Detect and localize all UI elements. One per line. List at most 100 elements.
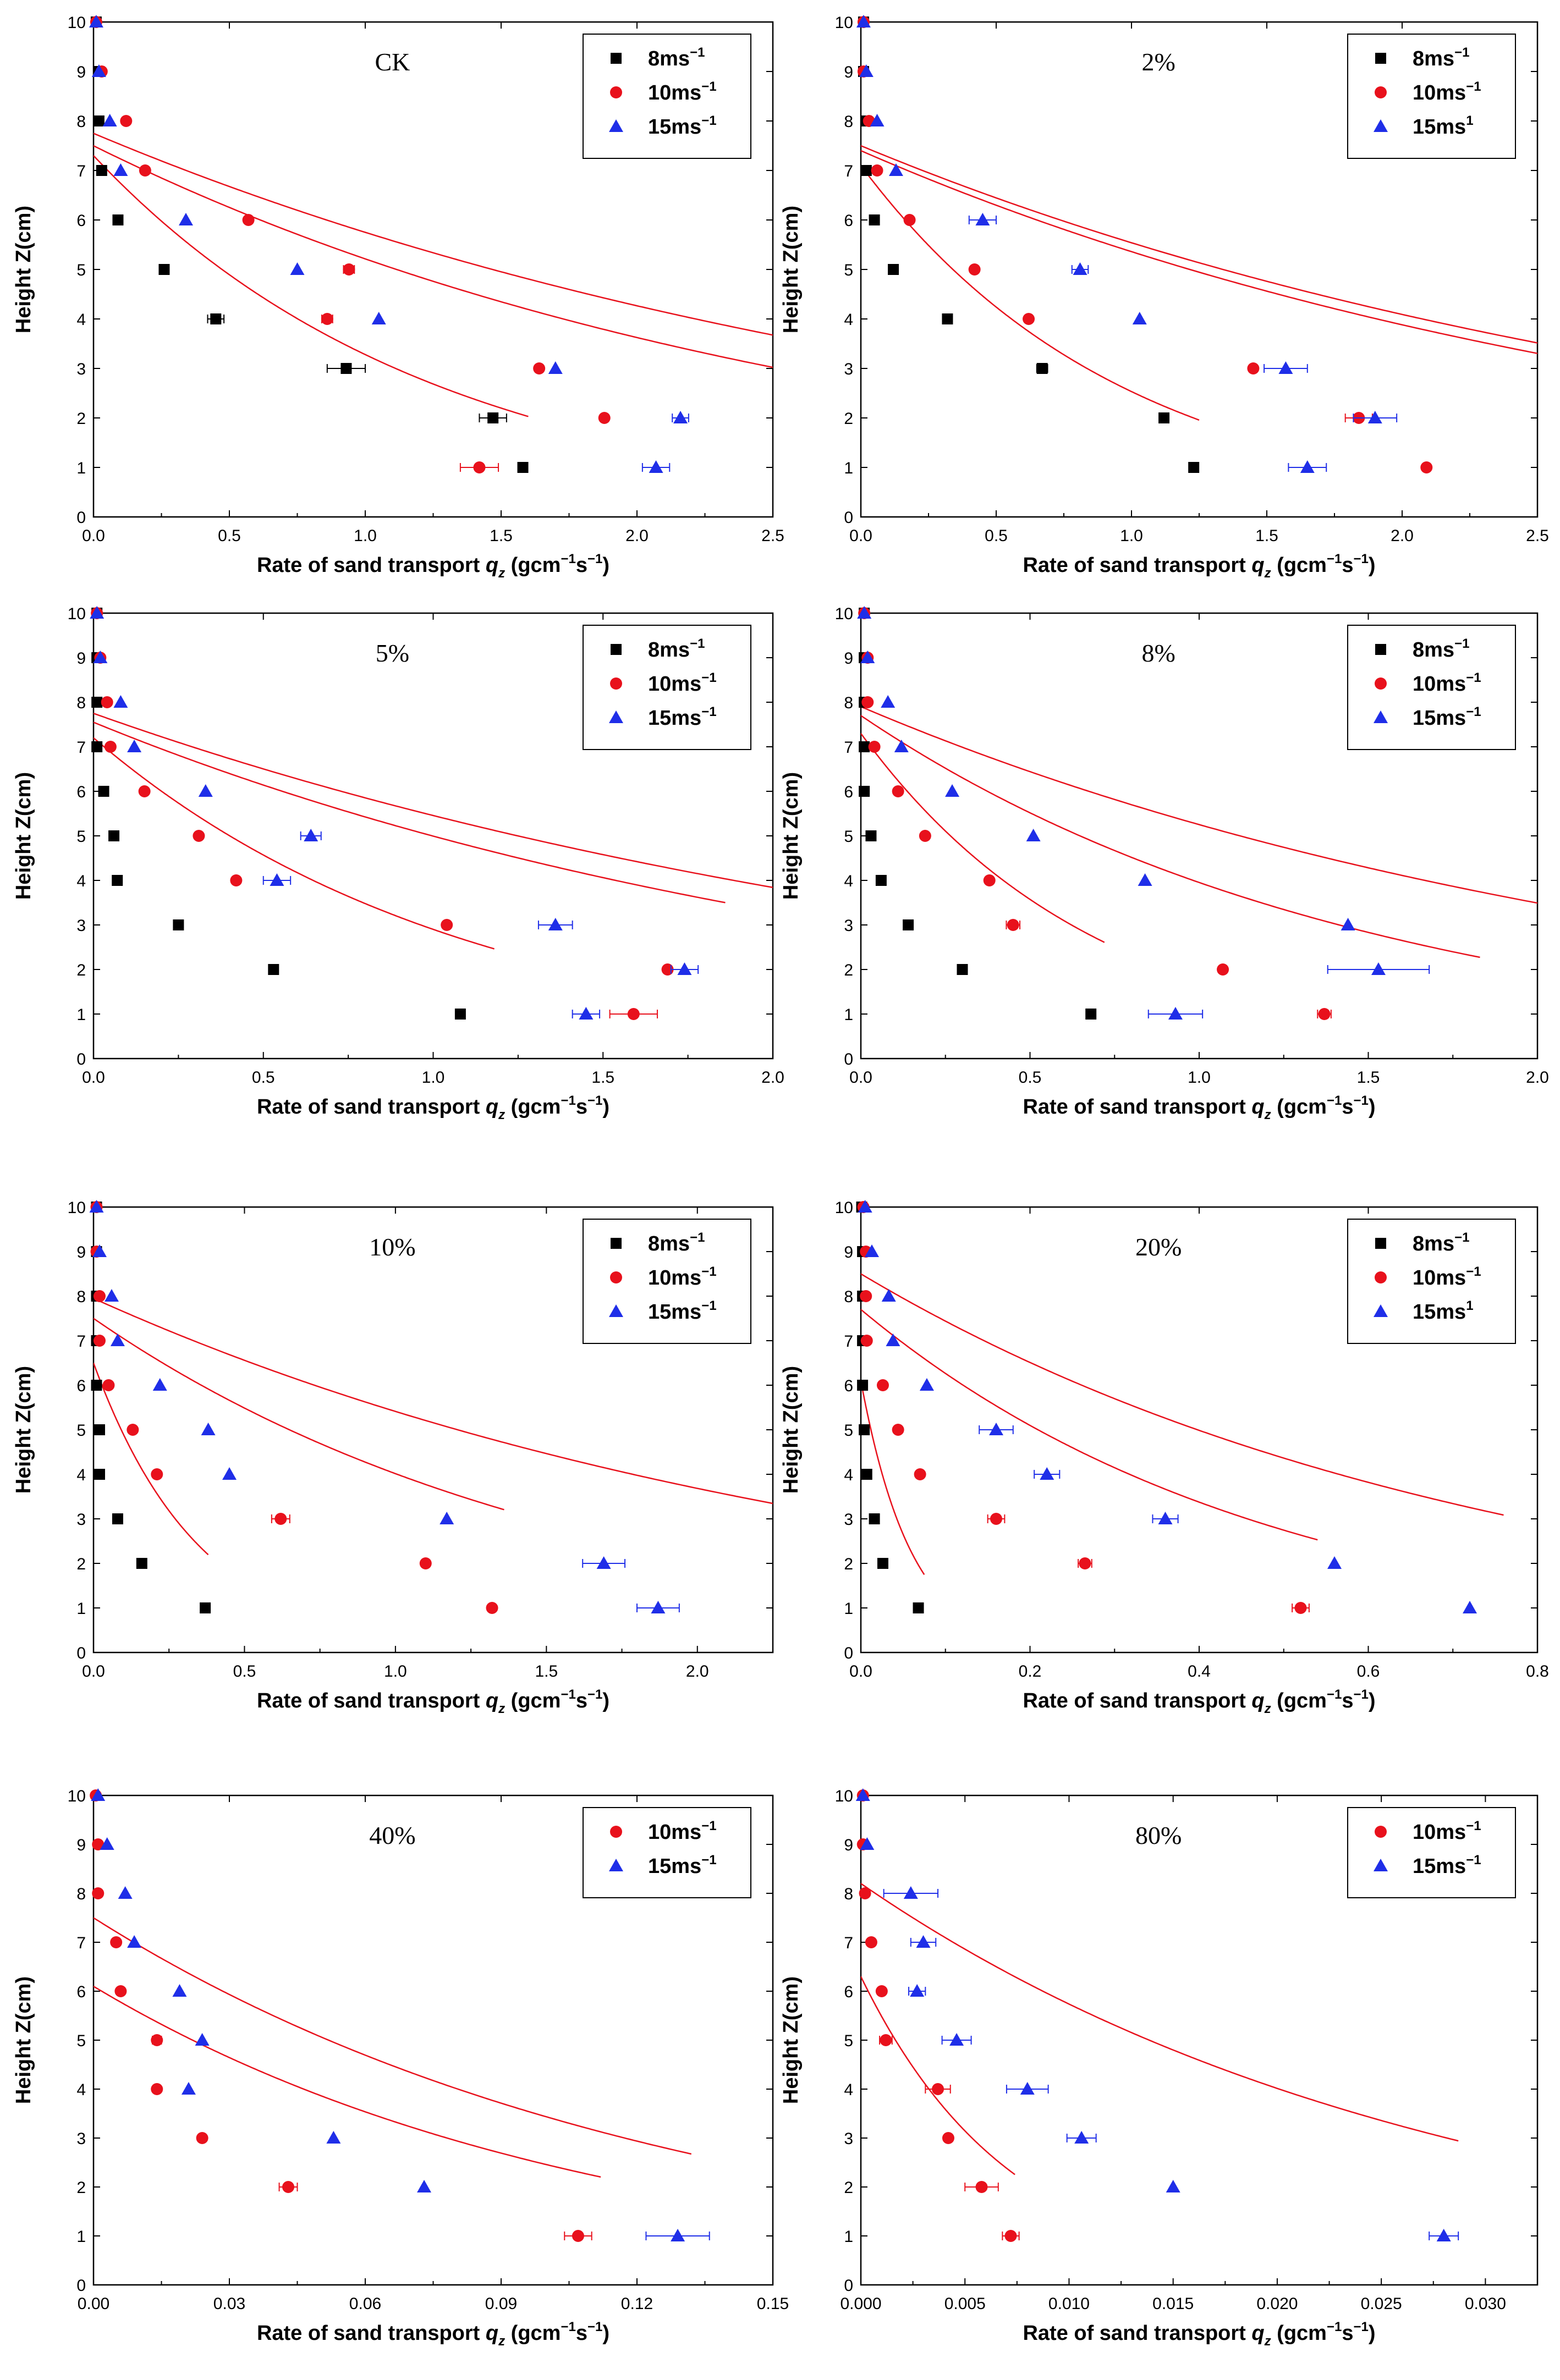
panel-5-point-8ms: [861, 1469, 872, 1480]
panel-3-point-15ms: [1138, 873, 1152, 886]
panel-3-point-10ms: [1007, 919, 1019, 931]
panel-7-x-title-close: ): [1369, 2322, 1376, 2345]
panel-1-x-tick-label: 2.0: [1391, 527, 1414, 545]
panel-4-fit-curve-2: [94, 1297, 773, 1505]
panel-6-x-tick-label: 0.09: [485, 2295, 517, 2313]
panel-3-x-title-exp1: −1: [1327, 1093, 1342, 1108]
panel-7-legend-box: [1347, 1807, 1516, 1898]
panel-1-point-15ms: [870, 114, 885, 126]
panel-0-x-title-exp1: −1: [561, 552, 575, 566]
panel-4-point-15ms: [92, 1244, 107, 1257]
panel-6-x-title-unit: (gcm: [505, 2322, 561, 2345]
panel-1-point-10ms: [1247, 362, 1260, 374]
panel-6-y-tick-label: 8: [76, 1885, 86, 1903]
panel-7-point-10ms: [880, 2034, 892, 2046]
panel-2-point-8ms: [98, 786, 109, 797]
panel-7-x-title-sub: z: [1264, 2334, 1271, 2349]
panel-6-x-title-exp2: −1: [587, 2320, 602, 2334]
panel-0-x-title-sub: z: [498, 566, 505, 581]
panel-0-point-8ms: [340, 363, 352, 374]
panel-7-x-tick-label: 0.000: [840, 2295, 881, 2313]
panel-6-point-10ms: [151, 2083, 163, 2095]
panel-6-point-15ms: [195, 2033, 210, 2046]
panel-4-y-tick-label: 3: [76, 1511, 86, 1529]
panel-0-fit-curve-1: [94, 145, 773, 368]
panel-6-legend-label-15ms: 15ms−1: [648, 1853, 717, 1878]
panel-0-title: CK: [375, 48, 410, 76]
panel-2-y-tick-label: 8: [76, 694, 86, 712]
panel-0-point-15ms: [91, 64, 106, 77]
panel-2-title: 5%: [376, 639, 409, 667]
panel-4-x-tick-label: 2.0: [686, 1662, 709, 1681]
panel-7-x-tick-label: 0.025: [1361, 2295, 1402, 2313]
panel-7-x-title-unit-mid: s: [1342, 2322, 1353, 2345]
panel-1-y-tick-label: 10: [835, 14, 853, 32]
panel-5-x-title-main: Rate of sand transport: [1023, 1689, 1251, 1712]
panel-0-point-10ms: [242, 214, 255, 226]
panel-1-series-8ms: [858, 16, 1200, 473]
panel-0-point-15ms: [178, 213, 193, 225]
panel-0-point-15ms: [89, 15, 103, 27]
panel-4-legend-marker-8ms: [611, 1238, 622, 1249]
panel-2-x-tick-label: 0.5: [252, 1068, 275, 1087]
panel-2-legend-marker-15ms: [609, 710, 623, 723]
panel-2-x-tick-label: 0.0: [82, 1068, 105, 1087]
panel-1-y-tick-label: 5: [844, 261, 853, 279]
panel-3-legend-label-text: 10ms: [1413, 673, 1466, 696]
panel-5-point-8ms: [859, 1424, 870, 1435]
panel-1-legend-marker-15ms: [1374, 119, 1388, 132]
panel-3-point-8ms: [875, 875, 887, 886]
panel-7-fit-curve-0: [861, 1976, 1015, 2175]
panel-3-x-axis-title: Rate of sand transport qz (gcm−1s−1): [1023, 1093, 1375, 1122]
panel-0-point-10ms: [533, 362, 546, 374]
panel-3-point-8ms: [1085, 1009, 1097, 1020]
panel-3-point-15ms: [860, 651, 875, 663]
panel-1-legend-label-10ms: 10ms−1: [1413, 79, 1481, 104]
panel-3-series-8ms: [859, 608, 1097, 1020]
panel-3-x-tick-label: 0.0: [849, 1068, 872, 1087]
panel-4-legend-label-text: 8ms: [648, 1232, 690, 1255]
panel-1-point-15ms: [975, 213, 990, 225]
panel-7-series-15ms: [855, 1788, 1459, 2241]
panel-0-point-15ms: [371, 312, 386, 324]
panel-6-x-title-main: Rate of sand transport: [257, 2322, 486, 2345]
panel-5-point-10ms: [914, 1468, 926, 1480]
panel-5-point-8ms: [869, 1513, 880, 1524]
panel-2-y-tick-label: 2: [76, 961, 86, 979]
panel-2-x-title-exp2: −1: [587, 1093, 602, 1108]
panel-3-x-tick-label: 1.0: [1188, 1068, 1211, 1087]
panel-6-point-15ms: [671, 2229, 685, 2241]
panel-1-x-tick-label: 0.5: [985, 527, 1008, 545]
panel-1-x-title-close: ): [1369, 554, 1376, 577]
panel-0-x-title-close: ): [602, 554, 609, 577]
panel-7-y-tick-label: 8: [844, 1885, 853, 1903]
panel-5-point-10ms: [860, 1335, 873, 1347]
panel-2-fit-curve-2: [94, 713, 773, 889]
panel-7-y-axis-title: Height Z(cm): [779, 1976, 803, 2104]
panel-7-point-15ms: [860, 1837, 875, 1850]
panel-3-y-axis-title: Height Z(cm): [779, 772, 803, 900]
panel-0-x-tick-label: 0.5: [218, 527, 241, 545]
panel-2-point-10ms: [138, 785, 151, 797]
panel-4-point-8ms: [112, 1513, 123, 1524]
panel-0-legend-marker-10ms: [610, 86, 622, 98]
panel-4-x-title-unit-mid: s: [576, 1689, 587, 1712]
panel-6-y-tick-label: 6: [76, 1983, 86, 2001]
panel-6-fit-curve-1: [94, 1917, 692, 2155]
panel-0-point-10ms: [321, 313, 333, 325]
panel-7-x-title-exp2: −1: [1354, 2320, 1369, 2334]
panel-3-point-10ms: [892, 785, 904, 797]
panel-6-x-title-sub: z: [498, 2334, 505, 2349]
panel-7-legend-label-text: 10ms: [1413, 1821, 1466, 1844]
panel-4-y-tick-label: 8: [76, 1288, 86, 1306]
panel-6-y-tick-label: 0: [76, 2277, 86, 2295]
panel-2-fit-curve-1: [94, 721, 726, 903]
panel-7-y-tick-label: 7: [844, 1934, 853, 1952]
panel-4-x-title-main: Rate of sand transport: [257, 1689, 486, 1712]
panel-6-legend-label-text: 15ms: [648, 1855, 701, 1878]
panel-5-point-15ms: [858, 1200, 872, 1213]
panel-2-fit-curve-0: [94, 737, 495, 950]
panel-3-point-10ms: [861, 696, 874, 708]
panel-3-x-title-unit: (gcm: [1271, 1095, 1327, 1119]
panel-2-point-15ms: [677, 962, 692, 975]
